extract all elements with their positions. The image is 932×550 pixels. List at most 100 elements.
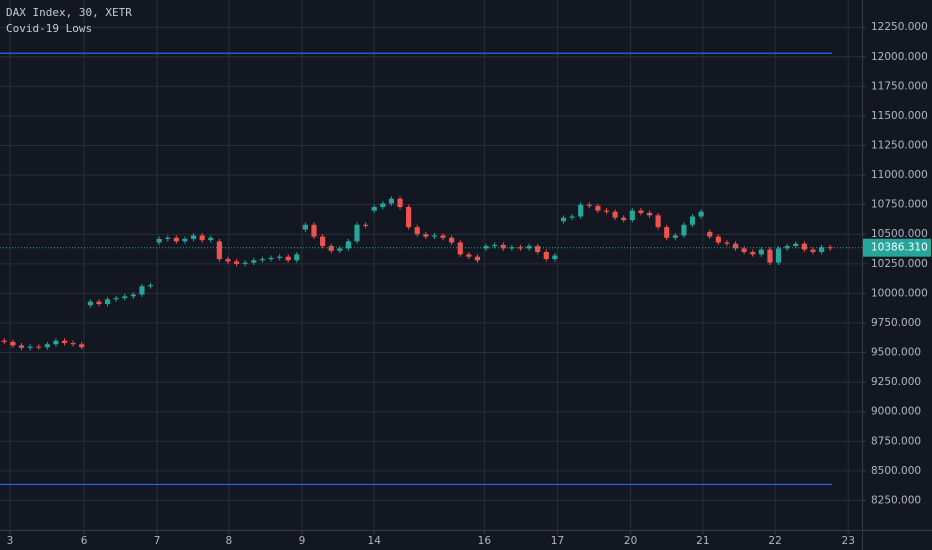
candle-body xyxy=(130,294,136,297)
candle-body xyxy=(431,235,438,237)
x-tick-label: 9 xyxy=(299,535,306,547)
x-tick-label: 7 xyxy=(154,535,161,547)
candle-body xyxy=(827,247,833,249)
candle-body xyxy=(457,242,463,255)
y-tick-label: 8500.000 xyxy=(871,465,921,477)
candle-body xyxy=(371,207,377,211)
candle-body xyxy=(147,285,154,287)
x-tick-label: 3 xyxy=(7,535,14,547)
candle-body xyxy=(259,259,265,261)
candle-body xyxy=(79,344,85,348)
candle-body xyxy=(277,256,283,258)
candle-body xyxy=(535,246,541,252)
y-tick-label: 10000.000 xyxy=(871,287,928,299)
x-tick-label: 21 xyxy=(696,535,709,547)
candle-body xyxy=(698,211,704,217)
candle-body xyxy=(569,216,575,218)
candle-body xyxy=(268,257,274,260)
candle-body xyxy=(302,224,308,230)
candle-body xyxy=(492,244,498,247)
candle-body xyxy=(750,251,756,255)
candle-body xyxy=(242,262,248,264)
candle-body xyxy=(646,212,653,216)
candle-body xyxy=(732,243,739,249)
y-tick-label: 9000.000 xyxy=(871,406,921,418)
candle-body xyxy=(440,235,446,238)
candle-body xyxy=(423,234,429,237)
y-tick-label: 9250.000 xyxy=(871,376,921,388)
candle-body xyxy=(388,198,395,204)
candle-body xyxy=(216,241,222,260)
candle-body xyxy=(526,246,532,249)
candle-body xyxy=(1,340,7,342)
candle-body xyxy=(801,243,807,250)
candle-body xyxy=(741,248,747,252)
candle-body xyxy=(724,242,730,244)
candle-body xyxy=(578,204,584,217)
candle-body xyxy=(466,254,472,257)
candle-body xyxy=(190,235,197,239)
candle-body xyxy=(96,301,102,305)
y-tick-label: 9750.000 xyxy=(871,317,921,329)
candle-body xyxy=(784,246,790,249)
y-tick-label: 11250.000 xyxy=(871,140,928,152)
candle-body xyxy=(612,211,618,218)
candle-body xyxy=(517,247,524,249)
candle-body xyxy=(629,210,635,221)
candle-body xyxy=(294,254,300,261)
candle-body xyxy=(363,224,369,226)
y-tick-label: 10250.000 xyxy=(871,258,928,270)
candle-body xyxy=(173,237,179,242)
y-tick-label: 11000.000 xyxy=(871,169,928,181)
candle-body xyxy=(397,198,403,208)
candle-body xyxy=(53,340,59,345)
candle-body xyxy=(225,259,231,262)
chart-subtitle: Covid-19 Lows xyxy=(6,22,92,35)
candle-body xyxy=(44,344,50,348)
candle-body xyxy=(10,341,16,346)
candle-body xyxy=(793,243,799,247)
y-tick-label: 12000.000 xyxy=(871,51,928,63)
candle-body xyxy=(500,244,506,249)
candle-body xyxy=(586,204,592,206)
candle-body xyxy=(775,248,782,263)
candle-body xyxy=(182,238,188,242)
candle-body xyxy=(681,224,687,236)
candle-body xyxy=(758,249,764,255)
candle-body xyxy=(345,241,351,249)
candle-body xyxy=(672,235,678,238)
candle-body xyxy=(509,247,515,249)
y-tick-label: 10750.000 xyxy=(871,199,928,211)
y-tick-label: 11750.000 xyxy=(871,80,928,92)
candle-body xyxy=(139,286,145,295)
candle-body xyxy=(689,216,696,225)
x-tick-label: 23 xyxy=(842,535,855,547)
candle-body xyxy=(380,203,386,208)
candle-body xyxy=(552,255,558,260)
candle-body xyxy=(251,260,257,263)
candle-body xyxy=(27,346,33,348)
candle-body xyxy=(104,299,111,305)
candle-body xyxy=(449,237,455,243)
last-price-box xyxy=(863,238,931,257)
y-tick-label: 12250.000 xyxy=(871,21,928,33)
candle-body xyxy=(337,248,343,251)
candle-body xyxy=(707,231,713,237)
y-tick-label: 8250.000 xyxy=(871,494,921,506)
candle-body xyxy=(156,238,162,243)
candle-body xyxy=(810,249,816,252)
x-tick-label: 6 xyxy=(81,535,88,547)
candle-body xyxy=(595,205,601,211)
candle-body xyxy=(61,340,68,344)
last-price-label: 10386.310 xyxy=(871,242,928,254)
x-tick-label: 16 xyxy=(478,535,492,547)
candle-body xyxy=(767,249,773,263)
candle-body xyxy=(233,261,240,264)
candle-body xyxy=(664,227,670,238)
candle-body xyxy=(320,236,326,247)
candle-body xyxy=(36,346,42,348)
candle-body xyxy=(406,207,412,228)
candle-body xyxy=(199,235,205,241)
candle-body xyxy=(165,237,171,239)
candle-body xyxy=(818,247,825,252)
